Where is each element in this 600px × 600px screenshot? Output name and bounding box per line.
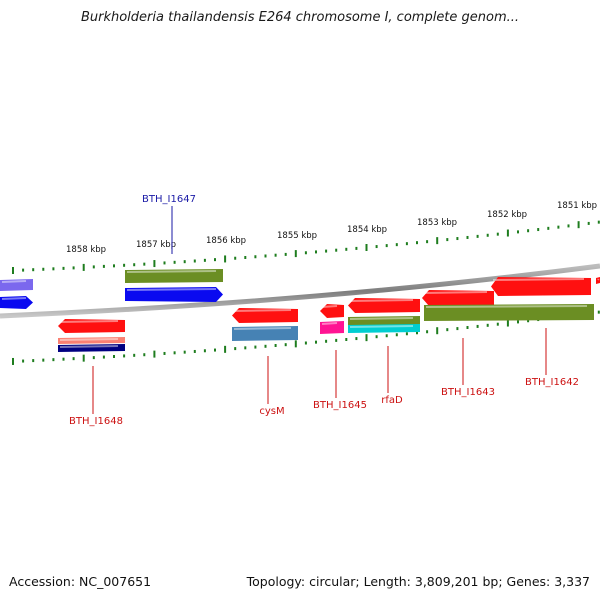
- upper-tick-track: [12, 220, 600, 275]
- svg-text:cysM: cysM: [259, 406, 284, 417]
- accession-text: Accession: NC_007651: [9, 574, 152, 589]
- gene-label-cysm: cysM: [259, 356, 285, 417]
- gene-labels: BTH_I1647 BTH_I1648 cysM BTH_I1645 rfaD BTH_I…: [69, 194, 579, 427]
- genome-summary-text: Topology: circular; Length: 3,809,201 bp…: [246, 574, 590, 589]
- feature-block: [232, 326, 298, 341]
- feature-block: [58, 344, 125, 352]
- feature-block: [320, 321, 344, 334]
- gene-label-bth-i1643: BTH_I1643: [441, 338, 495, 398]
- map-title: Burkholderia thailandensis E264 chromoso…: [80, 10, 520, 25]
- scale-labels: 1858 kbp 1857 kbp 1856 kbp 1855 kbp 1854 kbp…: [66, 201, 597, 255]
- feature-block: [424, 304, 594, 321]
- svg-text:rfaD: rfaD: [381, 395, 403, 406]
- feature-block: [58, 337, 125, 344]
- gene-features: [0, 269, 600, 352]
- gene-arrow-bth-i1645: [320, 304, 344, 318]
- feature-block: [596, 277, 600, 284]
- svg-text:BTH_I1643: BTH_I1643: [441, 387, 495, 398]
- tick-label: 1856 kbp: [206, 236, 246, 246]
- gene-arrow-rfad: [348, 298, 420, 313]
- feature-block: [348, 324, 420, 333]
- genome-backbone: [0, 263, 600, 319]
- gene-arrow-bth-i1647: [125, 287, 223, 302]
- gene-label-rfad: rfaD: [381, 346, 403, 406]
- tick-label: 1854 kbp: [347, 225, 387, 235]
- tick-label: 1853 kbp: [417, 218, 457, 228]
- svg-text:BTH_I1648: BTH_I1648: [69, 416, 123, 427]
- gene-arrow-bth-i1643: [422, 290, 494, 306]
- feature-block: [348, 316, 420, 326]
- svg-text:BTH_I1647: BTH_I1647: [142, 194, 196, 205]
- gene-arrow-bth-i1642: [491, 277, 591, 296]
- gene-label-bth-i1647: BTH_I1647: [142, 194, 196, 254]
- feature-block: [125, 269, 223, 283]
- gene-arrow: [0, 296, 33, 309]
- gene-label-bth-i1642: BTH_I1642: [525, 328, 579, 388]
- gene-label-bth-i1645: BTH_I1645: [313, 350, 367, 411]
- lower-tick-track: [12, 310, 600, 365]
- tick-label: 1858 kbp: [66, 245, 106, 255]
- gene-label-bth-i1648: BTH_I1648: [69, 366, 123, 427]
- tick-label: 1851 kbp: [557, 201, 597, 211]
- svg-text:BTH_I1642: BTH_I1642: [525, 377, 579, 388]
- feature-block: [0, 279, 33, 291]
- tick-label: 1855 kbp: [277, 231, 317, 241]
- gene-arrow-cysm: [232, 308, 298, 323]
- tick-label: 1852 kbp: [487, 210, 527, 220]
- tick-label: 1857 kbp: [136, 240, 176, 250]
- svg-text:BTH_I1645: BTH_I1645: [313, 400, 367, 411]
- gene-arrow-bth-i1648: [58, 319, 125, 333]
